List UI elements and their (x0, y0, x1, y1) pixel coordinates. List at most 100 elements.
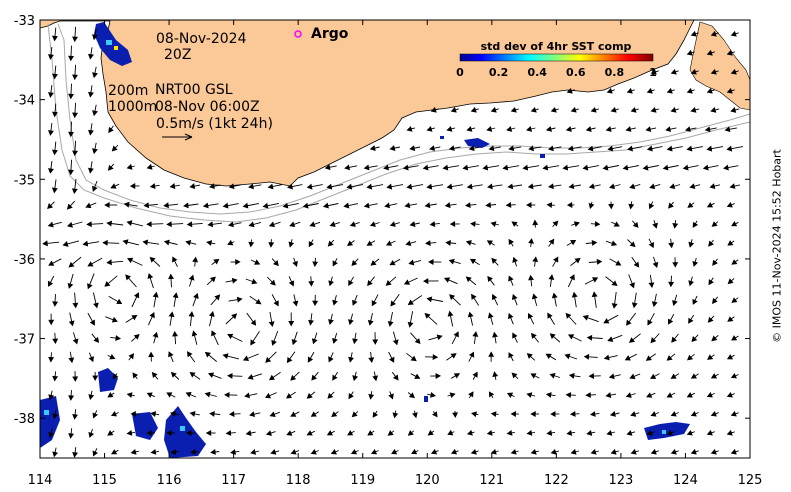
current-arrow (48, 313, 55, 326)
current-arrow (586, 429, 596, 436)
current-arrow (389, 258, 401, 266)
current-arrow (383, 164, 399, 171)
current-arrow (624, 353, 638, 361)
current-arrow (332, 332, 338, 344)
current-arrow (126, 392, 135, 399)
current-arrow (526, 126, 536, 132)
current-arrow (710, 107, 720, 113)
current-arrow (506, 392, 515, 398)
current-arrow (67, 273, 74, 289)
current-arrow (106, 220, 124, 227)
current-arrow (430, 373, 442, 379)
current-arrow (731, 335, 739, 341)
current-arrow (372, 371, 379, 382)
current-arrow (149, 256, 161, 267)
current-arrow (311, 332, 318, 345)
current-arrow (172, 256, 178, 267)
argo-marker (294, 30, 302, 38)
current-arrow (186, 221, 203, 228)
current-arrow (605, 392, 617, 398)
current-arrow (412, 410, 418, 419)
current-arrow (271, 330, 279, 346)
current-arrow (107, 163, 115, 171)
current-arrow (66, 200, 76, 210)
current-arrow (126, 163, 135, 170)
current-arrow (482, 164, 500, 171)
current-arrow (582, 164, 599, 171)
current-arrow (531, 332, 540, 343)
current-arrow (688, 239, 695, 248)
current-arrow (242, 353, 259, 362)
current-arrow (372, 332, 379, 345)
current-arrow (707, 354, 715, 360)
current-arrow (650, 448, 659, 455)
current-arrow (507, 183, 523, 190)
current-arrow (708, 239, 714, 247)
current-arrow (170, 371, 180, 380)
current-arrow (686, 87, 695, 94)
current-arrow (268, 221, 281, 228)
current-arrow (486, 429, 495, 436)
current-arrow (446, 183, 463, 190)
current-arrow (589, 411, 600, 417)
current-arrow (565, 392, 576, 398)
current-arrow (52, 371, 59, 382)
current-arrow (630, 107, 639, 113)
current-arrow (507, 312, 514, 325)
current-arrow (288, 312, 295, 327)
current-arrow (92, 410, 98, 419)
current-arrow (690, 68, 699, 75)
current-arrow (348, 313, 354, 326)
current-arrow (530, 411, 540, 417)
current-arrow (486, 126, 496, 132)
current-arrow (466, 183, 483, 190)
current-arrow (227, 221, 242, 228)
current-arrow (427, 391, 436, 398)
current-arrow (407, 295, 423, 306)
current-arrow (209, 183, 221, 190)
current-arrow (268, 239, 275, 248)
current-arrow (449, 294, 461, 306)
current-arrow (626, 312, 637, 326)
current-arrow (564, 353, 578, 360)
current-arrow (352, 332, 358, 345)
current-arrow (192, 256, 199, 267)
current-arrow (427, 429, 435, 436)
current-arrow (210, 294, 221, 306)
current-arrow (72, 64, 78, 81)
current-arrow (288, 239, 295, 248)
current-arrow (328, 313, 334, 326)
current-arrow (265, 351, 277, 363)
current-arrow (288, 276, 295, 287)
current-arrow (306, 391, 316, 399)
current-arrow (204, 391, 217, 398)
current-arrow (147, 273, 154, 289)
current-arrow (730, 410, 739, 417)
current-arrow (48, 352, 55, 363)
current-arrow (87, 273, 95, 290)
current-arrow (388, 391, 394, 400)
current-arrow (550, 411, 560, 417)
current-arrow (510, 106, 519, 113)
current-arrow (549, 373, 561, 379)
current-arrow (189, 411, 200, 417)
current-arrow (326, 183, 344, 190)
current-arrow (547, 145, 562, 152)
current-arrow (669, 183, 681, 189)
current-arrow (591, 291, 598, 308)
current-arrow (111, 449, 119, 455)
current-arrow (268, 311, 275, 328)
current-arrow (287, 183, 303, 190)
current-arrow (246, 312, 257, 326)
current-arrow (351, 258, 359, 266)
current-arrow (68, 159, 74, 176)
current-arrow (409, 221, 420, 227)
y-tick-label: -33 (14, 14, 35, 29)
current-arrow (188, 311, 195, 326)
x-tick-label: 120 (415, 473, 440, 488)
current-arrow (107, 392, 115, 398)
current-arrow (583, 353, 598, 360)
current-arrow (106, 259, 124, 266)
current-arrow (487, 183, 503, 190)
current-arrow (392, 331, 399, 346)
